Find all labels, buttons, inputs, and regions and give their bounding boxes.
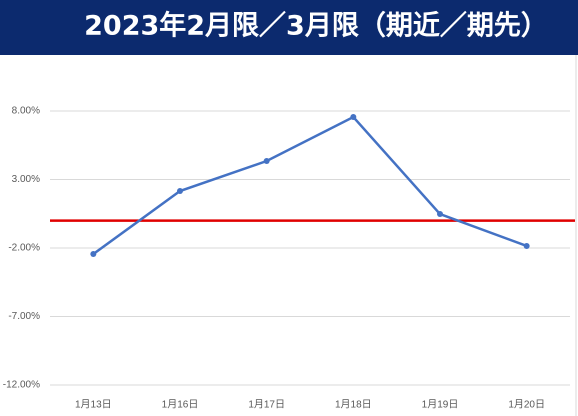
x-tick-label: 1月20日 — [508, 399, 545, 411]
x-tick-label: 1月18日 — [335, 399, 372, 411]
title-banner — [0, 0, 578, 55]
y-tick-label: 3.00% — [12, 174, 40, 185]
chart-title: 2023年2月限／3月限（期近／期先） — [84, 10, 548, 42]
data-point — [437, 211, 443, 218]
y-tick-label: -2.00% — [8, 243, 40, 254]
data-point — [90, 251, 97, 258]
data-point — [263, 158, 270, 165]
y-tick-label: -12.00% — [3, 380, 40, 391]
x-tick-label: 1月19日 — [422, 399, 459, 411]
x-tick-label: 1月13日 — [75, 399, 112, 411]
y-tick-label: 8.00% — [12, 106, 40, 117]
data-point — [350, 114, 357, 121]
y-tick-label: -7.00% — [8, 311, 40, 322]
x-tick-label: 1月17日 — [248, 399, 285, 411]
series-line — [92, 115, 528, 256]
data-point — [523, 242, 530, 249]
x-tick-label: 1月16日 — [162, 399, 199, 411]
data-point — [177, 188, 183, 195]
